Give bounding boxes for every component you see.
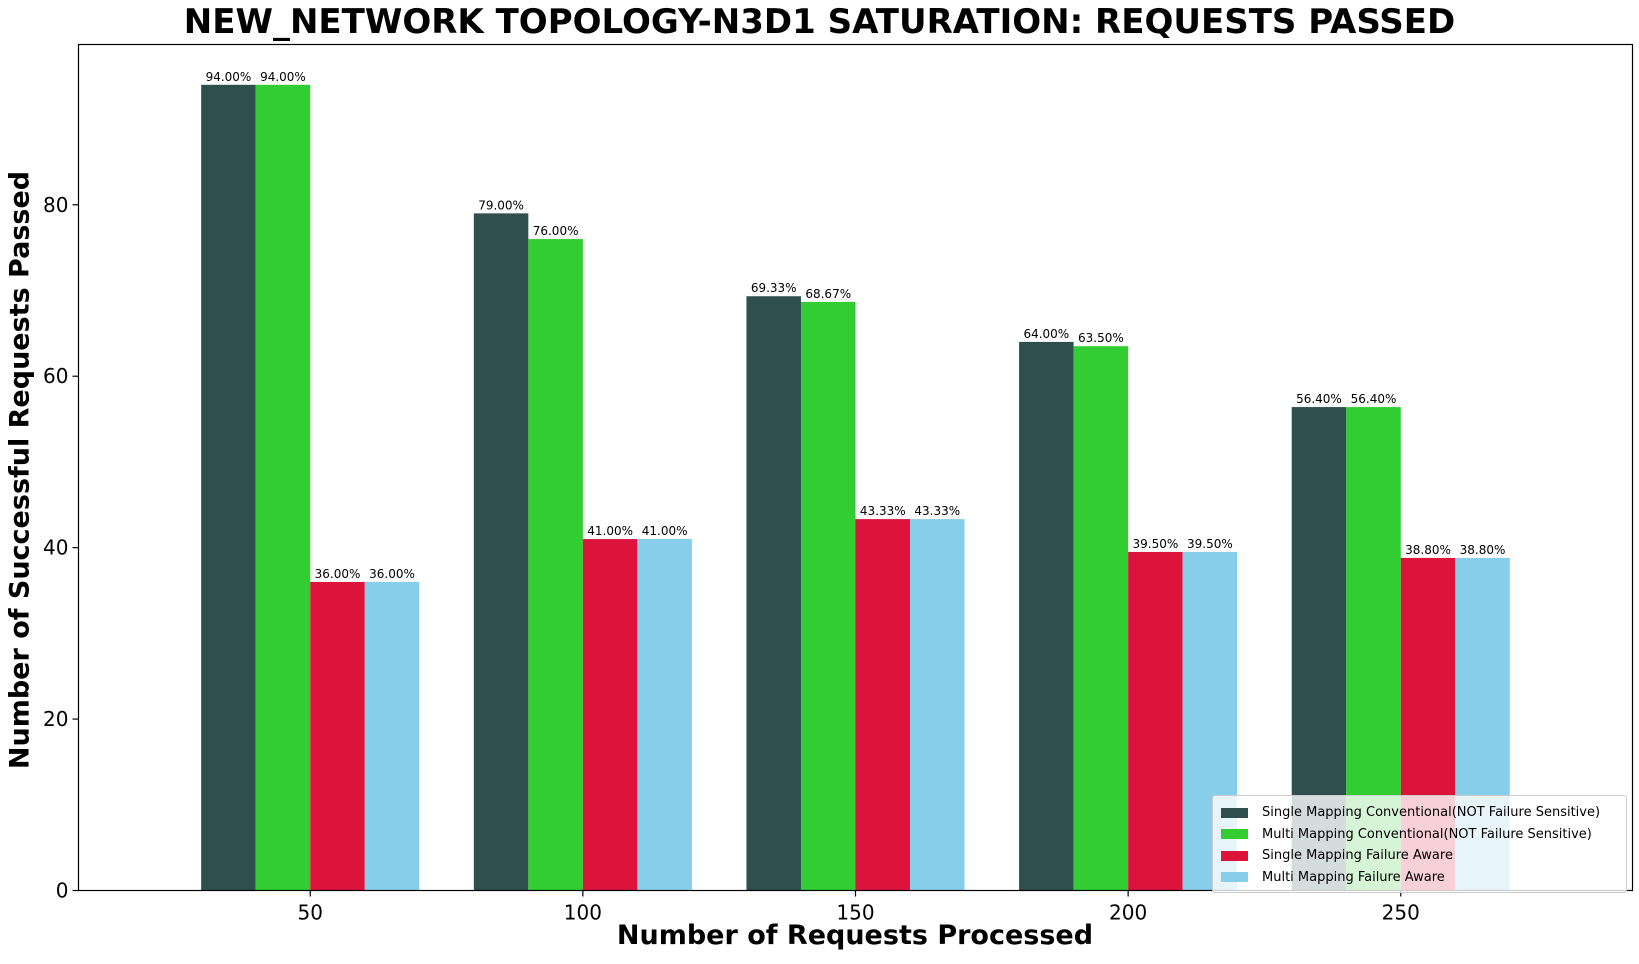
- y-tick-label: 40: [43, 536, 68, 560]
- y-tick-label: 0: [56, 879, 69, 903]
- legend-item: Multi Mapping Conventional(NOT Failure S…: [1221, 824, 1618, 846]
- x-axis-ticks: 50 100 150 200 250: [298, 890, 1420, 925]
- legend-swatch: [1221, 807, 1248, 818]
- x-tick-label: 200: [1109, 901, 1147, 925]
- bar-labels-layer: 94.00% 79.00% 69.33% 64.00% 56.40% 94.00% 76.0…: [206, 70, 1506, 581]
- bar: [1019, 341, 1074, 891]
- chart-title: NEW_NETWORK TOPOLOGY-N3D1 SATURATION: RE…: [183, 2, 1456, 42]
- bar: [910, 519, 965, 891]
- legend-label: Single Mapping Failure Aware: [1262, 848, 1453, 864]
- bar-value-label: 38.80%: [1405, 543, 1451, 557]
- legend-swatch: [1221, 829, 1248, 840]
- legend-label: Single Mapping Conventional(NOT Failure …: [1262, 805, 1601, 821]
- bar-value-label: 79.00%: [478, 198, 524, 212]
- y-tick-label: 20: [43, 707, 68, 731]
- bar: [800, 301, 856, 891]
- bar-value-label: 56.40%: [1296, 392, 1342, 406]
- bar: [201, 84, 256, 891]
- bar-value-label: 69.33%: [751, 281, 797, 295]
- bar: [1128, 551, 1183, 891]
- x-tick-label: 250: [1382, 901, 1420, 925]
- x-tick-label: 150: [836, 901, 874, 925]
- bars-layer: [201, 84, 1510, 891]
- bar: [528, 239, 583, 891]
- y-axis-ticks: 0 20 40 60 80: [43, 193, 79, 903]
- y-tick-label: 80: [43, 193, 68, 217]
- bar-value-label: 41.00%: [587, 524, 633, 538]
- legend-swatch: [1221, 850, 1248, 861]
- x-tick-label: 50: [298, 901, 323, 925]
- bar: [255, 84, 311, 891]
- legend: Single Mapping Conventional(NOT Failure …: [1212, 795, 1627, 893]
- bar-value-label: 43.33%: [860, 504, 906, 518]
- bar-value-label: 39.50%: [1187, 537, 1233, 551]
- x-axis-label: Number of Requests Processed: [616, 920, 1094, 951]
- bar-value-label: 36.00%: [315, 567, 361, 581]
- bar-value-label: 38.80%: [1460, 543, 1506, 557]
- bar: [855, 519, 911, 891]
- bar-value-label: 56.40%: [1351, 392, 1397, 406]
- bar-value-label: 68.67%: [805, 287, 851, 301]
- bar-value-label: 64.00%: [1023, 327, 1069, 341]
- legend-item: Single Mapping Failure Aware: [1221, 845, 1618, 867]
- bar-value-label: 39.50%: [1133, 537, 1179, 551]
- legend-item: Single Mapping Conventional(NOT Failure …: [1221, 802, 1618, 824]
- y-tick-label: 60: [43, 364, 68, 388]
- bar: [310, 581, 365, 891]
- bar-value-label: 43.33%: [914, 504, 960, 518]
- bar: [746, 296, 801, 891]
- bar-value-label: 76.00%: [533, 224, 579, 238]
- bar-value-label: 94.00%: [260, 70, 306, 84]
- bar-value-label: 36.00%: [369, 567, 415, 581]
- bar: [1073, 346, 1129, 891]
- legend-item: Multi Mapping Failure Aware: [1221, 867, 1618, 889]
- bar: [473, 213, 529, 891]
- bar: [364, 581, 420, 891]
- legend-swatch: [1221, 872, 1248, 883]
- bar-value-label: 94.00%: [206, 70, 252, 84]
- legend-label: Multi Mapping Failure Aware: [1262, 869, 1445, 885]
- y-axis-label: Number of Successful Requests Passed: [4, 170, 36, 770]
- bar: [637, 539, 692, 891]
- x-tick-label: 100: [564, 901, 602, 925]
- bar: [582, 539, 638, 891]
- bar-value-label: 63.50%: [1078, 331, 1124, 345]
- bar-value-label: 41.00%: [642, 524, 688, 538]
- legend-label: Multi Mapping Conventional(NOT Failure S…: [1262, 826, 1592, 842]
